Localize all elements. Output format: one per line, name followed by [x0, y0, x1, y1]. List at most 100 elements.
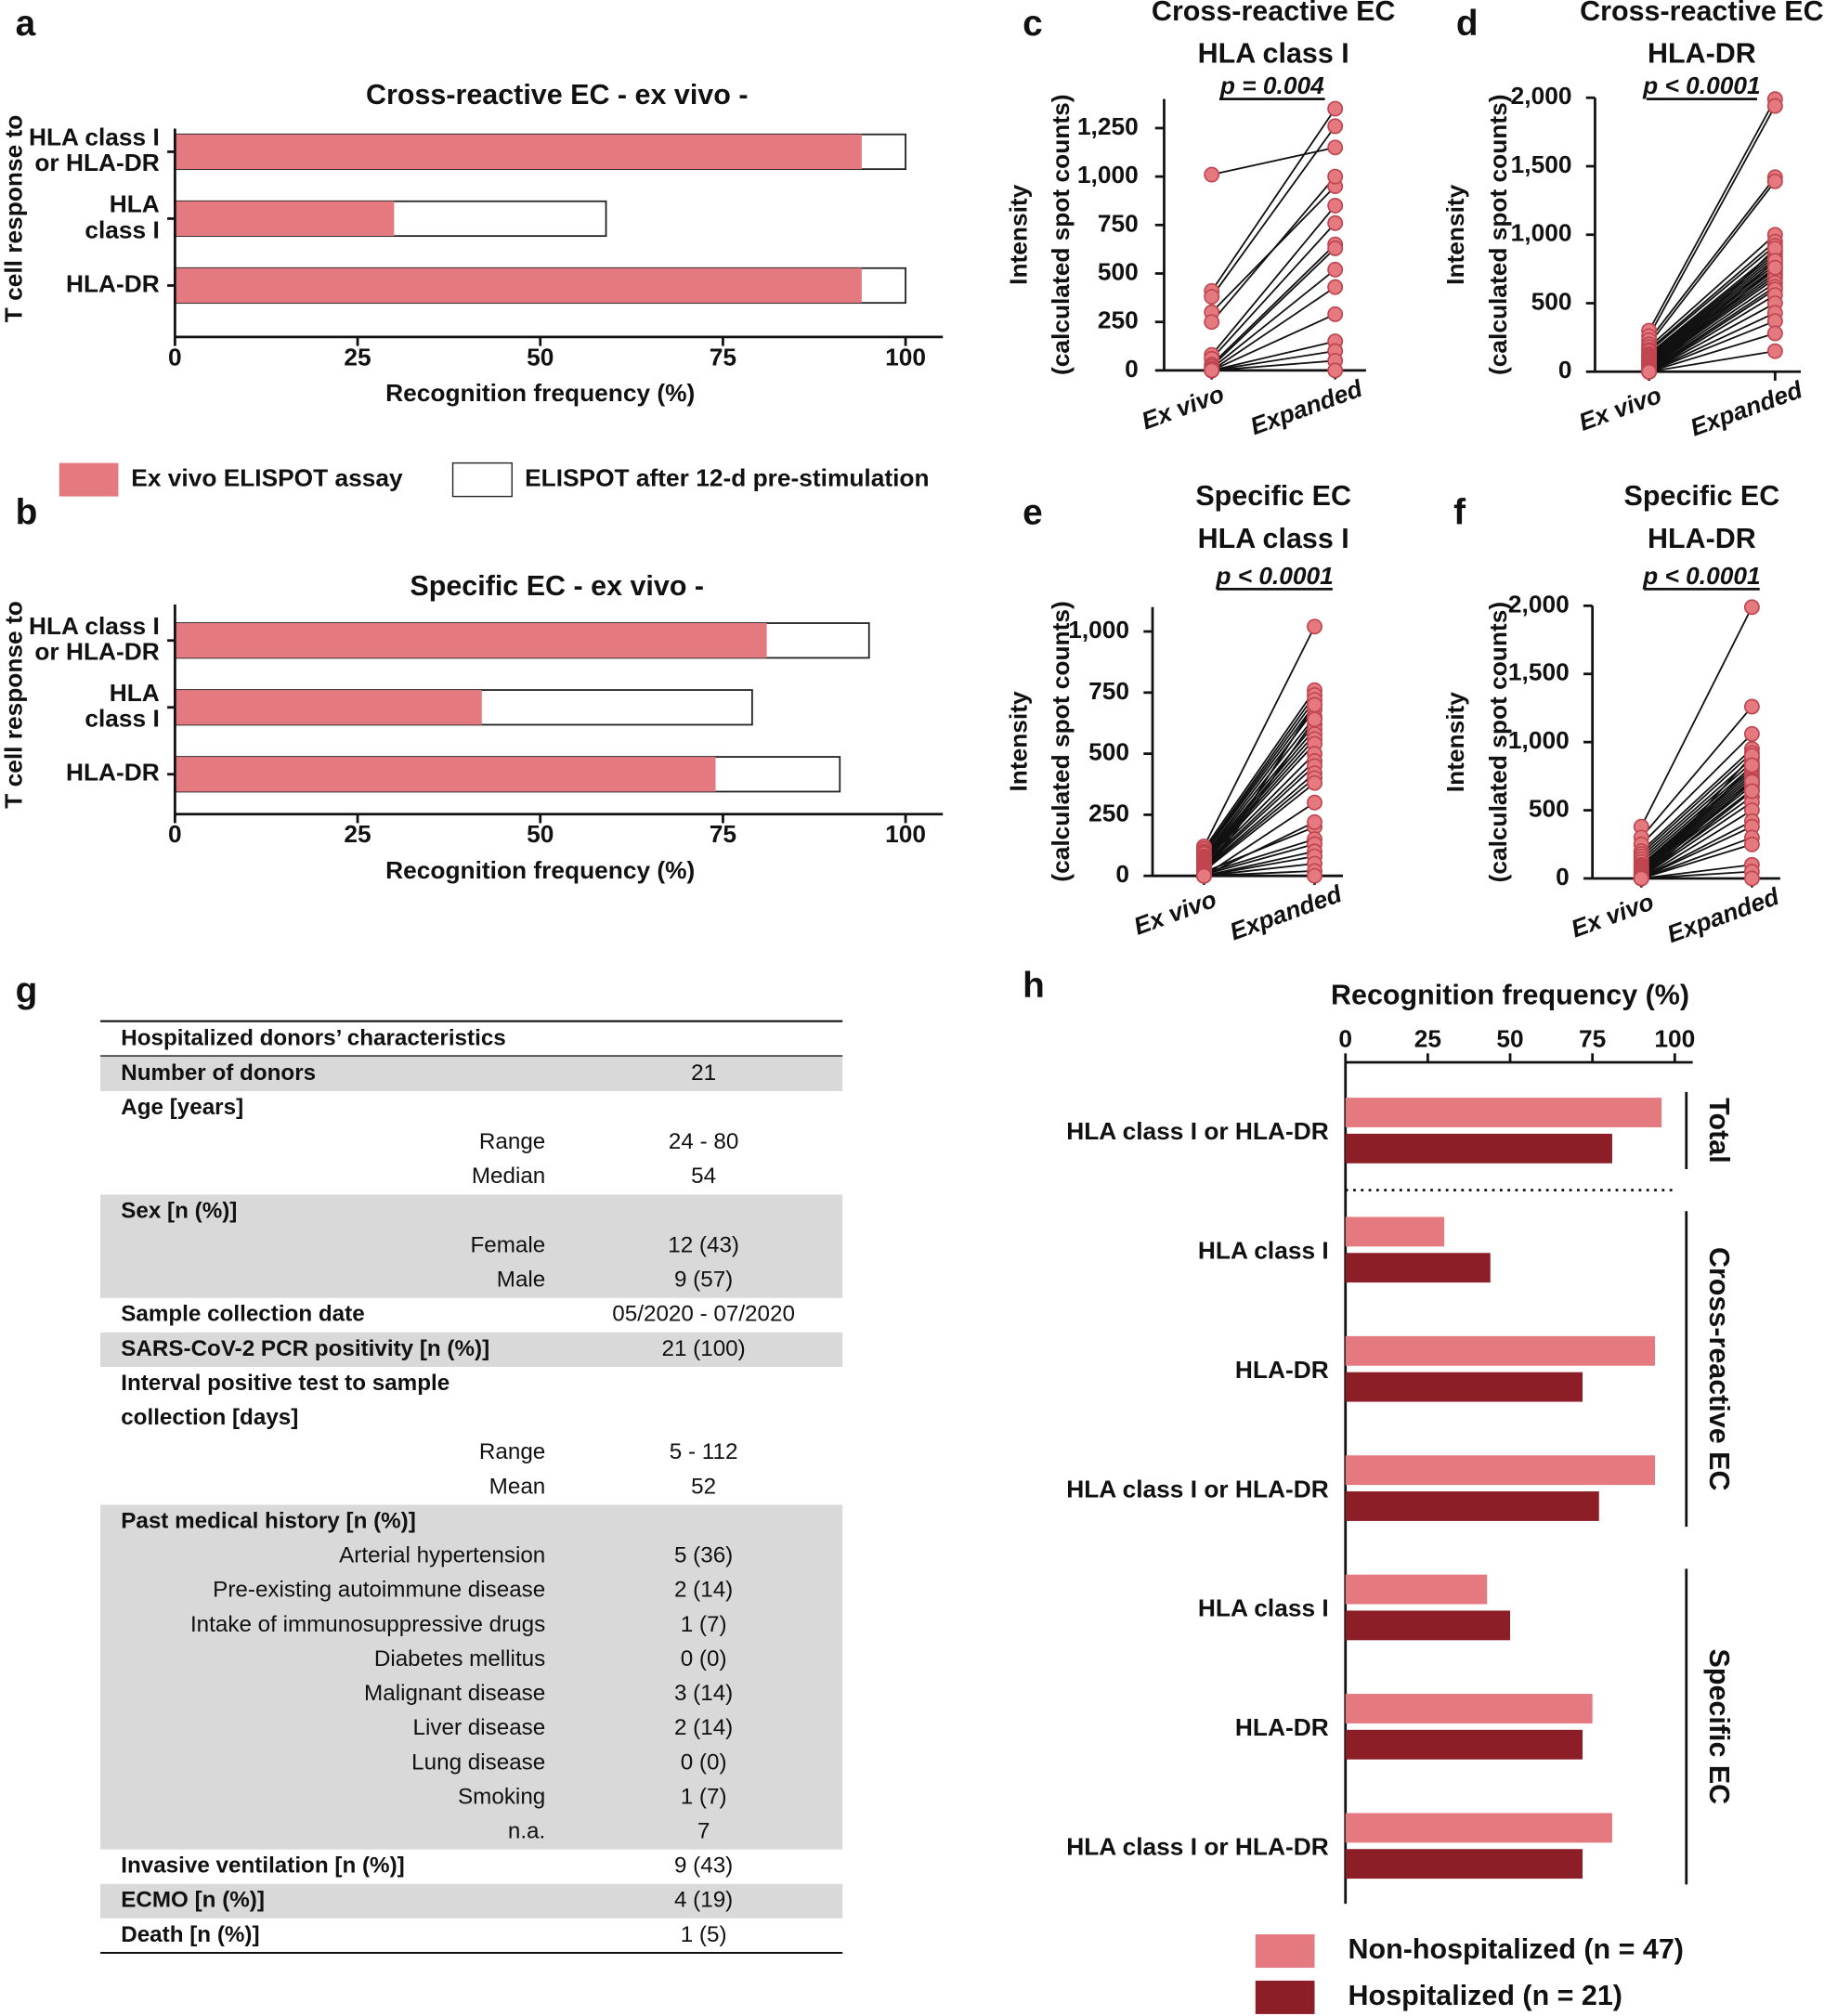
pair-line [1204, 863, 1315, 878]
y-tick-label: HLA-DR [1235, 1356, 1329, 1384]
p-value: p < 0.0001 [1642, 562, 1760, 590]
x-tick-label: 75 [710, 343, 736, 371]
row-item: Range [479, 1439, 545, 1464]
p-value: p < 0.0001 [1215, 562, 1333, 590]
panel-letter: g [16, 970, 38, 1010]
pair-line [1648, 244, 1776, 352]
row-value: 0 (0) [681, 1749, 727, 1775]
pair-line [1640, 706, 1753, 839]
y-tick-label: 1,250 [1077, 112, 1139, 140]
pair-line [1640, 809, 1752, 879]
pair-line [1648, 241, 1776, 351]
row-shade [100, 1504, 843, 1850]
pair-line [1203, 704, 1316, 877]
panel-letter: a [16, 4, 36, 44]
row-heading: Age [years] [121, 1095, 243, 1120]
row-value: 4 (19) [674, 1888, 733, 1913]
pair-line [1648, 98, 1777, 332]
bar [175, 623, 767, 658]
data-point [1204, 362, 1220, 379]
bar [175, 201, 395, 237]
data-point [1743, 757, 1760, 774]
data-point [1327, 215, 1344, 231]
x-tick-label: 0 [168, 820, 182, 848]
data-point [1327, 118, 1344, 135]
row-heading: Sample collection date [121, 1302, 364, 1327]
y-tick-label: 1,500 [1508, 658, 1570, 686]
x-tick-label: Expanded [1226, 879, 1346, 945]
y-tick-label: HLA [110, 679, 160, 707]
y-tick-label: HLA-DR [66, 759, 160, 787]
pair-line [1211, 247, 1336, 368]
pair-line [1211, 340, 1335, 371]
y-tick-label: HLA class I [29, 612, 160, 640]
row-value: 1 (5) [681, 1922, 727, 1947]
bar [1345, 1098, 1662, 1127]
y-axis-label: T cell response to [0, 601, 28, 809]
y-axis-label: T cell response to [0, 115, 28, 323]
pair-line [1203, 719, 1316, 877]
panel-letter: h [1023, 966, 1045, 1006]
x-tick-label: 25 [344, 343, 371, 371]
chart-title: Cross-reactive EC - ex vivo - [366, 79, 749, 111]
x-tick-label: Expanded [1663, 882, 1783, 948]
pair-line [1211, 350, 1335, 371]
x-tick-label: 100 [1654, 1024, 1695, 1052]
bar [1345, 1729, 1583, 1760]
pair-line [1648, 180, 1777, 345]
bar [1345, 1216, 1445, 1247]
row-item: Female [471, 1232, 546, 1257]
y-tick-label: 0 [1125, 355, 1139, 383]
data-point [1633, 870, 1649, 887]
bar [1345, 1491, 1599, 1521]
x-axis-label: Recognition frequency (%) [1331, 979, 1689, 1010]
x-tick-label: 0 [1338, 1024, 1352, 1052]
y-tick-label: or HLA-DR [34, 638, 159, 666]
pair-line [1640, 752, 1753, 855]
pair-line [1648, 267, 1776, 363]
x-tick-label: 75 [1579, 1024, 1606, 1052]
row-value: 7 [697, 1818, 710, 1843]
y-tick-label: or HLA-DR [34, 149, 159, 176]
y-tick-label: 500 [1088, 738, 1129, 766]
y-tick-label: HLA class I or HLA-DR [1066, 1117, 1328, 1145]
pair-line [1203, 743, 1316, 865]
x-tick-label: 75 [710, 820, 736, 848]
data-point [1307, 696, 1322, 713]
data-point [1327, 279, 1344, 295]
row-value: 52 [691, 1474, 716, 1499]
data-point [1766, 343, 1783, 359]
data-point [1204, 166, 1220, 183]
y-axis-label: (calculated spot counts) [1484, 602, 1512, 882]
data-point [1766, 259, 1783, 276]
row-value: 54 [691, 1164, 716, 1189]
bar [1345, 1335, 1656, 1366]
bar [1345, 1253, 1491, 1283]
x-tick-label: 50 [1496, 1024, 1523, 1052]
chart-subtitle: HLA class I [1198, 38, 1349, 70]
pair-line [1640, 776, 1752, 870]
data-point [1327, 261, 1344, 278]
row-item: Diabetes mellitus [374, 1646, 545, 1671]
chart-title: Specific EC - ex vivo - [410, 570, 704, 602]
row-heading: ECMO [n (%)] [121, 1888, 265, 1913]
pair-line [1648, 302, 1776, 373]
y-axis-label: Intensity [1441, 184, 1469, 285]
panel-letter: f [1453, 492, 1466, 532]
legend-label: Hospitalized (n = 21) [1348, 1980, 1622, 2011]
panel-letter: d [1456, 4, 1479, 44]
data-point [1195, 867, 1212, 884]
legend-swatch [451, 462, 513, 498]
row-value: 21 [691, 1060, 716, 1086]
pair-line [1648, 293, 1776, 373]
y-tick-label: class I [85, 705, 159, 733]
pair-line [1203, 728, 1316, 861]
x-tick-label: 50 [527, 343, 554, 371]
y-axis-label: Intensity [1004, 184, 1032, 285]
pair-line [1211, 268, 1336, 370]
legend-label: Non-hospitalized (n = 47) [1348, 1933, 1684, 1965]
pair-line [1203, 777, 1316, 871]
x-tick-label: Ex vivo [1138, 380, 1228, 436]
